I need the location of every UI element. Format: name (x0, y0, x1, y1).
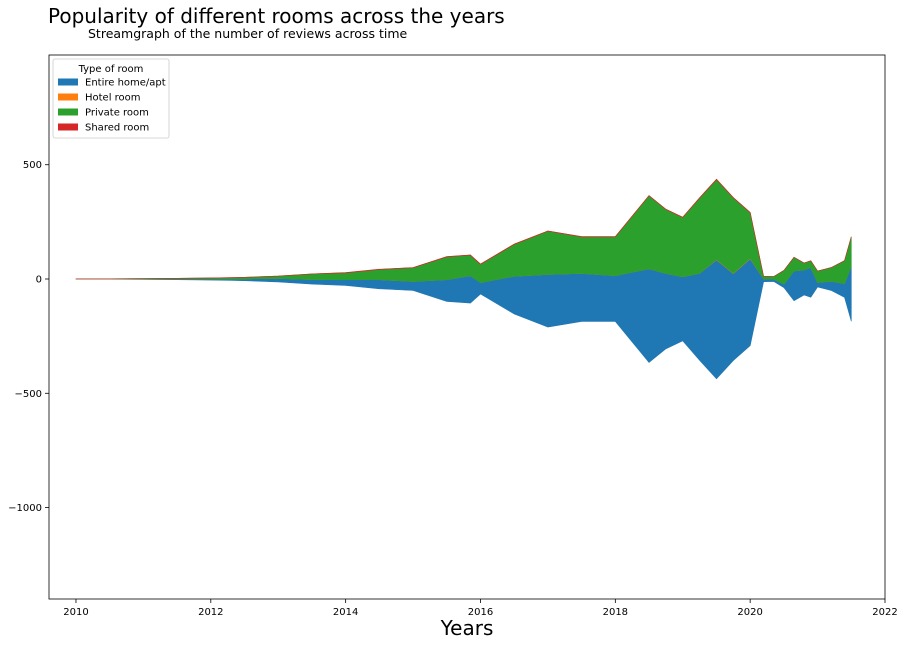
x-tick-label: 2012 (198, 607, 223, 618)
y-tick-label: −500 (15, 389, 42, 400)
legend-label: Hotel room (85, 93, 141, 104)
x-tick-label: 2016 (468, 607, 493, 618)
legend-swatch (58, 93, 78, 101)
legend-box (52, 58, 170, 139)
y-axis: −1000 −500 0 500 (8, 160, 49, 514)
stream-layers (75, 178, 852, 380)
x-tick-label: 2020 (737, 607, 762, 618)
y-tick-label: 0 (36, 275, 42, 286)
x-axis-label: Years (440, 616, 494, 640)
legend-entries: Entire home/apt Hotel room Private room Sha… (58, 78, 166, 134)
legend-swatch (58, 123, 78, 131)
legend-label: Entire home/apt (85, 78, 166, 89)
x-tick-label: 2014 (333, 607, 358, 618)
legend-title: Type of room (78, 64, 144, 75)
plot-frame (48, 54, 886, 600)
legend-swatch (58, 78, 78, 86)
chart-title: Popularity of different rooms across the… (48, 4, 505, 28)
x-tick-label: 2018 (603, 607, 628, 618)
legend-swatch (58, 108, 78, 116)
x-axis: 2010 2012 2014 2016 2018 2020 2022 (63, 599, 898, 618)
y-tick-label: 500 (23, 160, 42, 171)
chart-subtitle: Streamgraph of the number of reviews acr… (88, 26, 408, 41)
legend-label: Shared room (85, 123, 149, 134)
stream-layer-shared-room (76, 178, 852, 280)
y-tick-label: −1000 (8, 503, 42, 514)
legend-label: Private room (85, 108, 149, 119)
legend: Type of room Entire home/apt Hotel room Pr… (52, 58, 170, 139)
x-tick-label: 2022 (872, 607, 897, 618)
x-tick-label: 2010 (63, 607, 88, 618)
stream-layer-private-room (75, 179, 852, 285)
